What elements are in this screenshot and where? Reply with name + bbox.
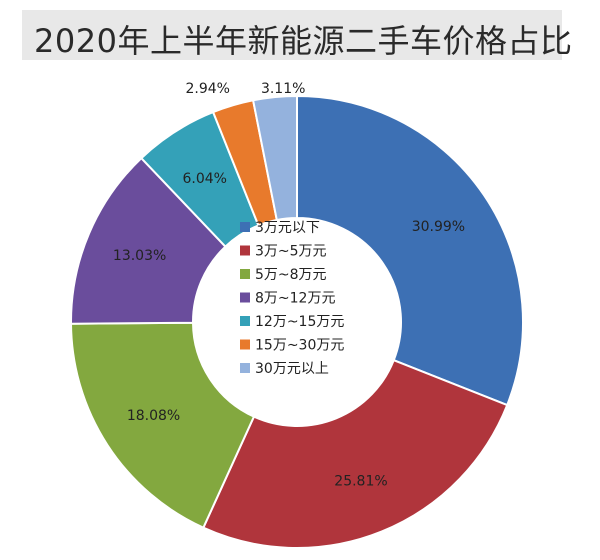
legend-swatch-5 bbox=[240, 316, 250, 326]
title-bar: 2020年上半年新能源二手车价格占比 bbox=[22, 10, 572, 60]
legend-label-2: 3万~5万元 bbox=[255, 244, 327, 260]
legend-swatch-6 bbox=[240, 339, 250, 350]
value-label-4: 13.03% bbox=[113, 248, 166, 264]
value-label-6: 2.94% bbox=[186, 81, 230, 97]
value-label-2: 25.81% bbox=[334, 474, 387, 490]
value-label-3: 18.08% bbox=[127, 408, 180, 424]
legend-label-6: 15万~30万元 bbox=[255, 338, 344, 354]
slice-3 bbox=[69, 321, 256, 530]
legend-label-3: 5万~8万元 bbox=[255, 267, 327, 283]
slice-7 bbox=[251, 94, 298, 222]
legend-swatch-3 bbox=[240, 269, 250, 279]
legend-swatch-2 bbox=[240, 245, 250, 256]
value-label-1: 30.99% bbox=[412, 219, 465, 235]
legend-swatch-1 bbox=[240, 222, 250, 232]
chart-title: 2020年上半年新能源二手车价格占比 bbox=[34, 22, 573, 60]
legend-swatch-7 bbox=[240, 363, 250, 373]
legend-label-4: 8万~12万元 bbox=[255, 291, 335, 307]
value-label-5: 6.04% bbox=[182, 171, 226, 187]
legend-label-5: 12万~15万元 bbox=[255, 314, 344, 330]
legend-swatch-4 bbox=[240, 292, 250, 303]
legend-label-1: 3万元以下 bbox=[255, 220, 320, 236]
slice-1 bbox=[296, 94, 524, 407]
slice-2 bbox=[202, 358, 509, 549]
value-label-7: 3.11% bbox=[261, 81, 305, 97]
legend-label-7: 30万元以上 bbox=[255, 361, 329, 377]
